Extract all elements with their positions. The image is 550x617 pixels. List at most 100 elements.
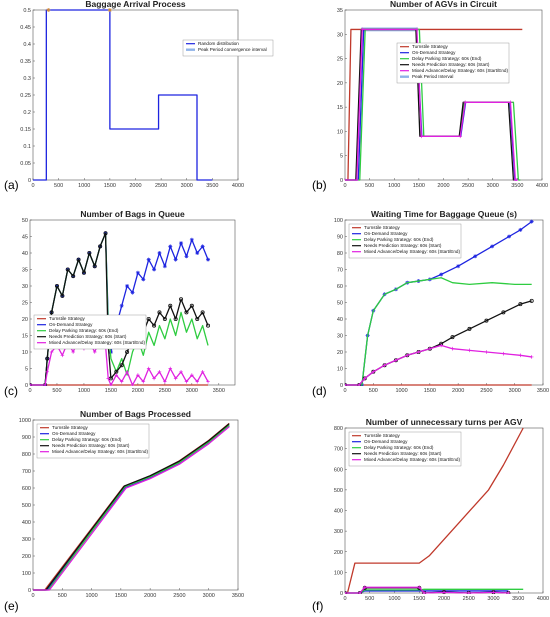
series-marker-mixed xyxy=(501,351,506,356)
series-marker-ondemand xyxy=(135,270,140,275)
series-line-delay xyxy=(345,277,532,386)
x-tick-label: 1000 xyxy=(78,388,90,394)
x-tick-label: 1500 xyxy=(105,388,117,394)
series-marker-mixed xyxy=(49,350,54,354)
series-marker-mixed xyxy=(514,178,519,181)
series-marker-mixed xyxy=(345,591,347,594)
chart-panel-f: 0 500 1000 1500 2000 2500 3000 3500 4000 0 100 200 3… xyxy=(312,417,549,613)
series-marker-ondemand xyxy=(146,257,151,262)
series-marker-needs xyxy=(529,298,534,303)
series-line-mixed xyxy=(345,344,532,386)
series-marker-mixed xyxy=(125,370,129,374)
x-tick-label: 1000 xyxy=(388,596,400,602)
chart-title: Waiting Time for Baggage Queue (s) xyxy=(371,209,517,219)
series-marker-mixed xyxy=(109,383,113,386)
chart-title: Number of Bags in Queue xyxy=(80,209,185,219)
y-tick-label: 30 xyxy=(22,284,28,290)
legend-label-delay: Delay Parking Strategy: 60s (End) xyxy=(49,328,119,333)
y-tick-label: 0.1 xyxy=(23,144,31,150)
y-tick-label: 80 xyxy=(337,251,343,257)
series-marker-needs xyxy=(162,316,167,321)
series-marker-mixed xyxy=(363,376,367,381)
x-tick-label: 500 xyxy=(365,596,374,602)
legend-label-needs: Needs Prediction Strategy: 60s (Start) xyxy=(364,451,442,456)
series-marker-mixed xyxy=(382,363,387,367)
series-marker-ondemand xyxy=(507,234,512,239)
series-marker-mixed xyxy=(439,343,443,348)
legend-label-delay: Delay Parking Strategy: 60s (End) xyxy=(52,437,122,442)
series-marker-ondemand xyxy=(162,264,167,269)
legend-label-turnstile: Turnstile Strategy xyxy=(364,225,401,230)
series-marker-needs xyxy=(152,323,157,328)
x-tick-label: 0 xyxy=(28,388,31,394)
legend-label-ondemand: On-Demand Strategy xyxy=(412,50,456,55)
x-tick-label: 0 xyxy=(31,593,34,599)
series-marker-mixed xyxy=(179,370,183,374)
series-marker-mixed xyxy=(508,100,513,105)
x-tick-label: 2500 xyxy=(155,183,167,189)
series-marker-mixed xyxy=(71,350,75,354)
series-marker-peak xyxy=(107,8,112,12)
series-marker-needs xyxy=(45,356,50,361)
x-tick-label: 0 xyxy=(31,183,34,189)
series-marker-mixed xyxy=(136,373,140,377)
legend-box xyxy=(36,423,150,459)
x-tick-label: 3000 xyxy=(181,183,193,189)
series-marker-ondemand xyxy=(141,277,146,282)
y-tick-label: 0 xyxy=(340,178,343,184)
y-tick-label: 20 xyxy=(337,350,343,356)
series-marker-mixed xyxy=(416,350,421,354)
y-tick-label: 800 xyxy=(334,426,343,432)
series-marker-needs xyxy=(467,326,472,331)
x-tick-label: 3500 xyxy=(512,596,524,602)
series-marker-ondemand xyxy=(157,251,162,255)
series-group xyxy=(345,427,524,594)
legend-label-mixed: Mixed Advance/Delay Strategy: 60s (Start… xyxy=(52,449,148,454)
y-tick-label: 0 xyxy=(340,383,343,389)
y-tick-label: 300 xyxy=(334,529,343,535)
y-tick-label: 200 xyxy=(334,550,343,556)
y-tick-label: 30 xyxy=(337,334,343,340)
chart-title: Baggage Arrival Process xyxy=(85,0,186,9)
series-marker-needs xyxy=(60,293,65,298)
x-tick-label: 1500 xyxy=(104,183,116,189)
series-marker-mixed xyxy=(163,379,167,384)
x-tick-label: 3500 xyxy=(213,388,225,394)
y-tick-label: 800 xyxy=(22,452,31,458)
x-tick-label: 0 xyxy=(343,388,346,394)
legend-label-needs: Needs Prediction Strategy: 60s (Start) xyxy=(49,334,127,339)
x-tick-label: 4000 xyxy=(232,183,244,189)
y-tick-label: 1000 xyxy=(19,418,31,424)
legend-label-delay: Delay Parking Strategy: 60s (End) xyxy=(364,237,434,242)
series-marker-mixed xyxy=(345,383,347,386)
legend-label-ondemand: On-Demand Strategy xyxy=(364,439,408,444)
y-tick-label: 0.3 xyxy=(23,76,31,82)
chart-panel-b: 0 500 1000 1500 2000 2500 3000 3500 4000 0 5 10 15 20… xyxy=(312,0,548,192)
y-tick-label: 700 xyxy=(22,469,31,475)
y-tick-label: 200 xyxy=(22,554,31,560)
x-tick-label: 1500 xyxy=(413,183,425,189)
series-marker-ondemand xyxy=(184,254,189,259)
x-tick-label: 3500 xyxy=(537,388,549,394)
x-tick-label: 3000 xyxy=(487,596,499,602)
series-marker-ondemand xyxy=(130,290,135,295)
chart-title: Number of AGVs in Circuit xyxy=(390,0,497,9)
chart-title: Number of unnecessary turns per AGV xyxy=(366,417,523,427)
series-line-needs xyxy=(30,232,209,386)
x-tick-label: 3000 xyxy=(509,388,521,394)
legend-label-delay: Delay Parking Strategy: 60s (End) xyxy=(364,445,434,450)
x-tick-label: 3000 xyxy=(203,593,215,599)
series-marker-needs xyxy=(87,250,92,255)
series-marker-mixed xyxy=(466,591,471,594)
y-tick-label: 10 xyxy=(337,367,343,373)
y-tick-label: 0.2 xyxy=(23,110,31,116)
series-marker-mixed xyxy=(114,373,119,377)
x-tick-label: 500 xyxy=(58,593,67,599)
x-tick-label: 1000 xyxy=(388,183,400,189)
series-marker-mixed xyxy=(417,585,422,590)
x-tick-label: 3500 xyxy=(232,593,244,599)
y-tick-label: 35 xyxy=(22,268,28,274)
series-marker-mixed xyxy=(43,383,47,386)
legend-label-ondemand: On-Demand Strategy xyxy=(364,231,408,236)
